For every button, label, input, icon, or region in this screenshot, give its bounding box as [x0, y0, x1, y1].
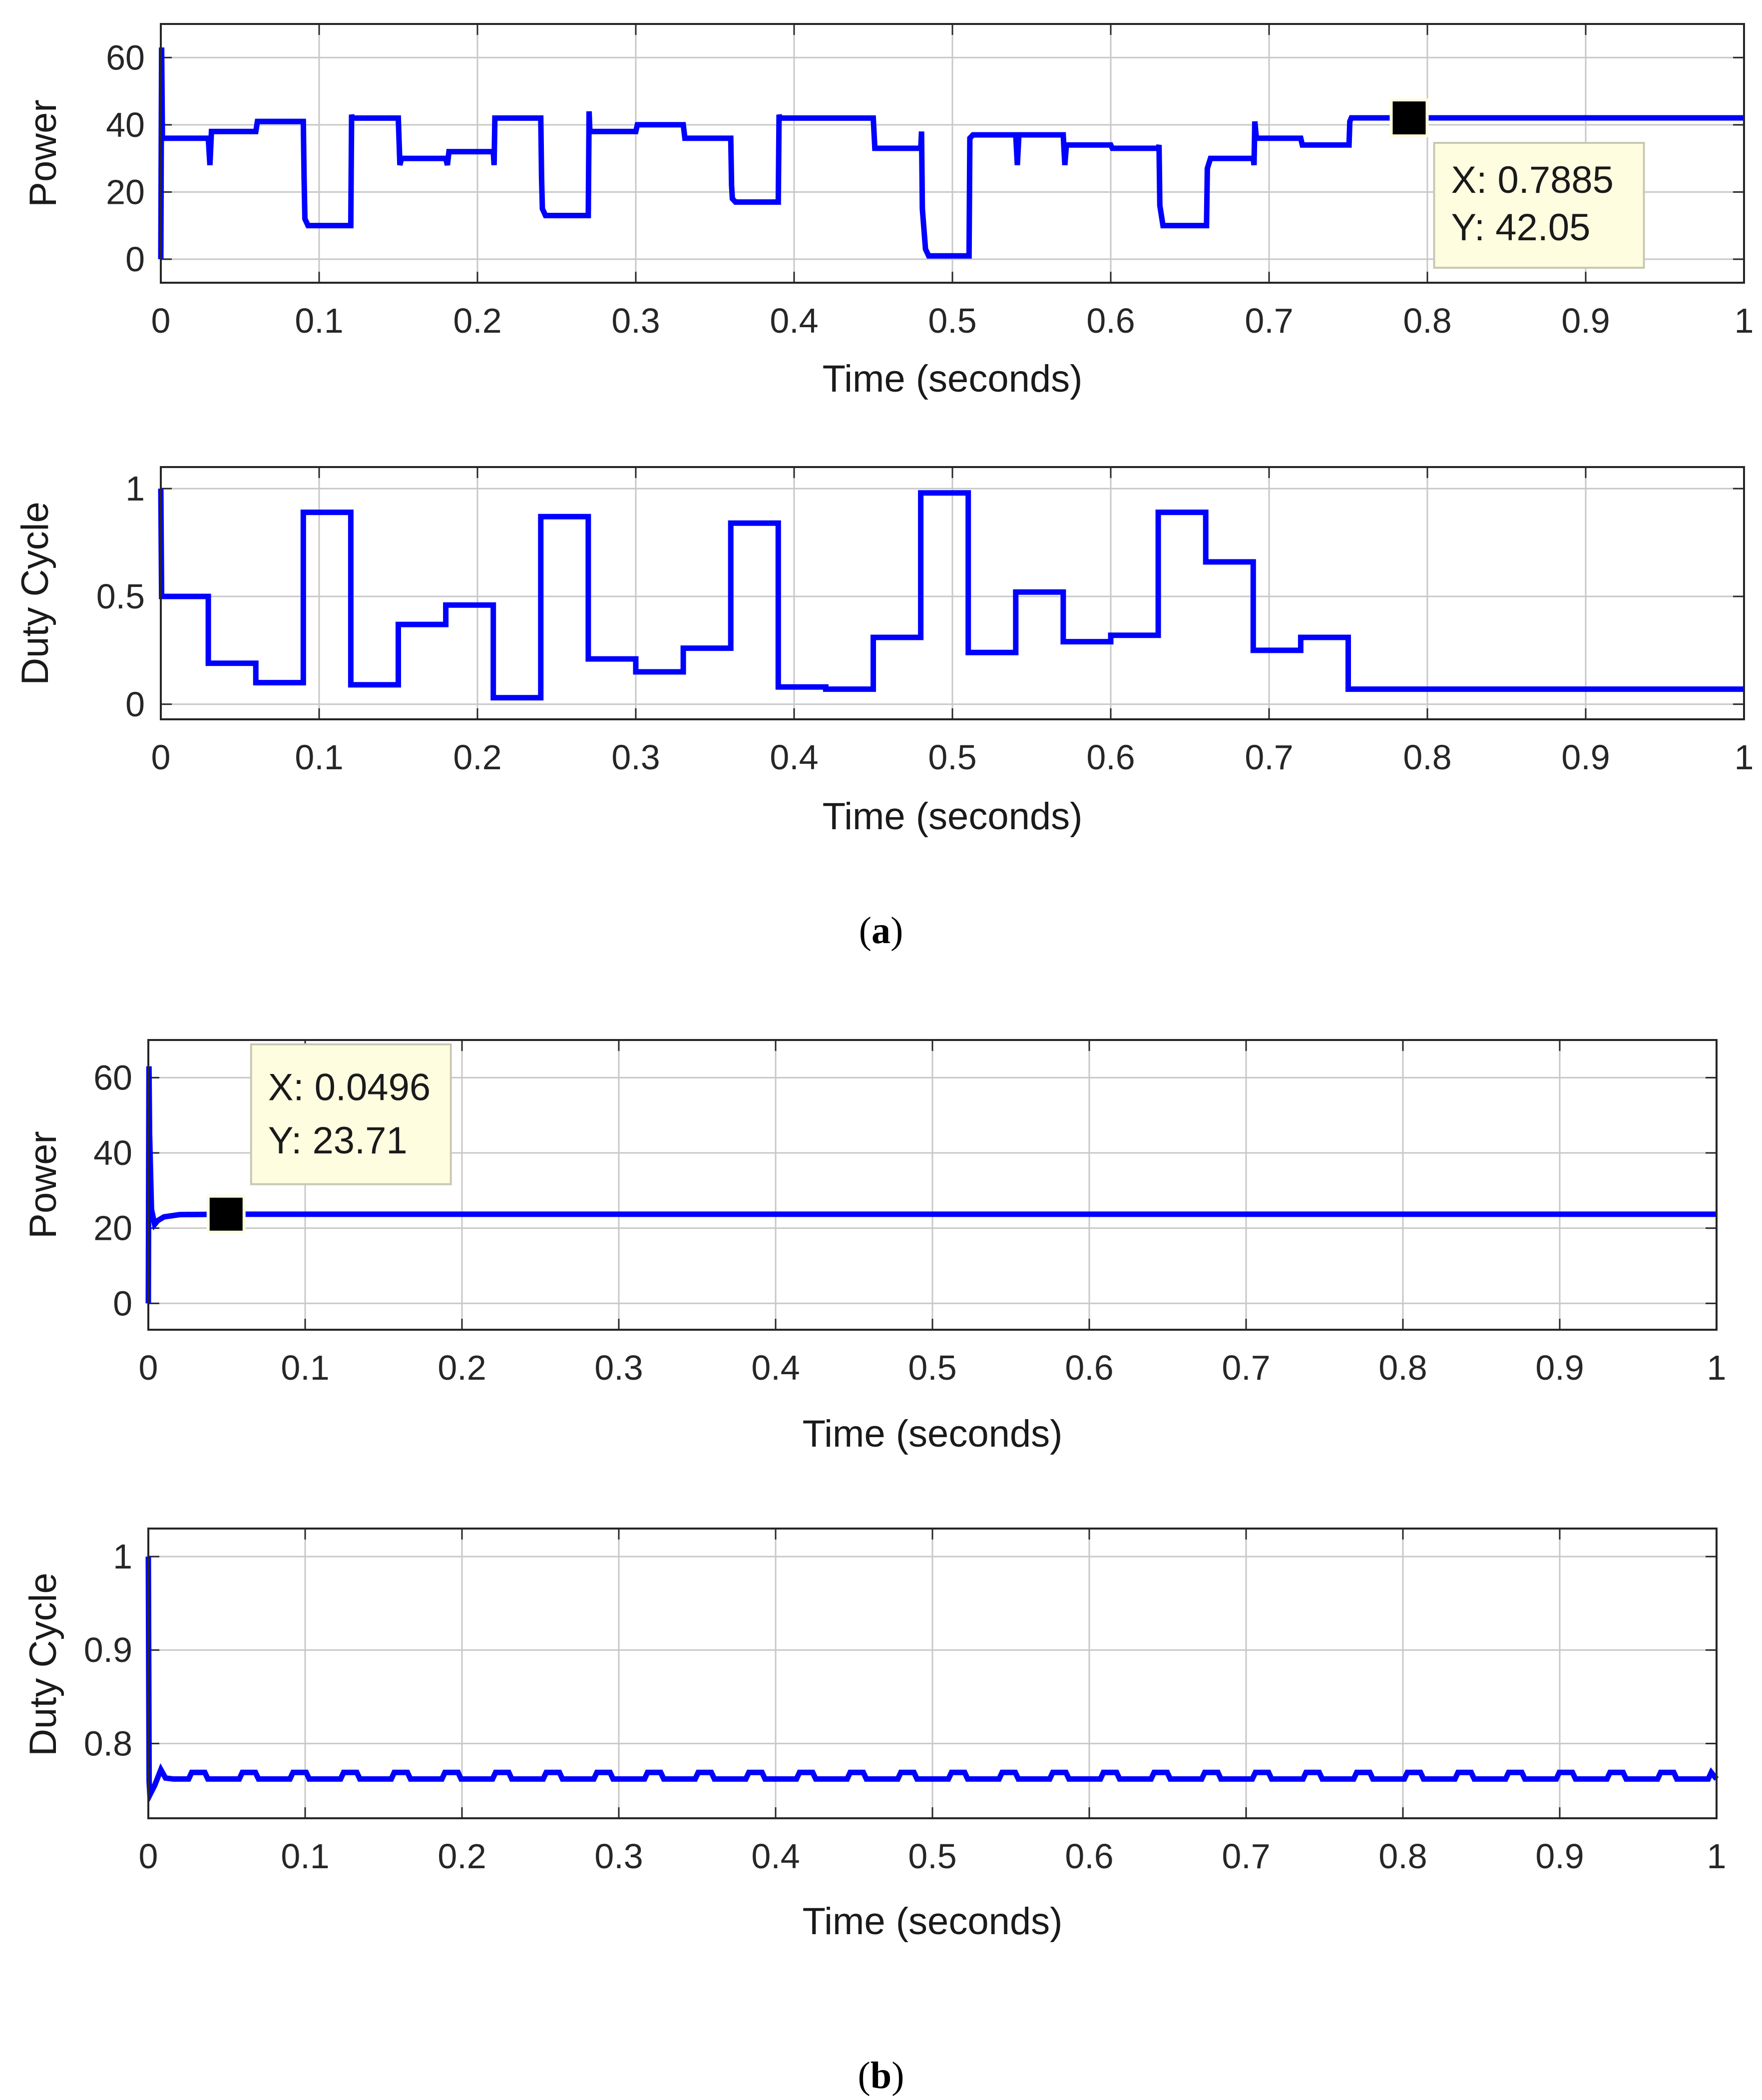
- b-duty-axes-box: [147, 1528, 1718, 1819]
- datatip-x-label: X: 0.0496: [268, 1066, 431, 1109]
- x-tick-label: 0.1: [295, 738, 343, 777]
- y-tick-label: 0.8: [84, 1724, 132, 1763]
- x-tick-label: 1: [1735, 738, 1754, 777]
- x-tick-label: 0.9: [1561, 301, 1610, 340]
- a-power-series-line: [158, 47, 1744, 259]
- x-tick-label: 0.4: [770, 738, 818, 777]
- x-tick-label: 0.4: [770, 301, 818, 340]
- x-tick-label: 0.5: [928, 738, 976, 777]
- ylabel-b-duty: Duty Cycle: [22, 1573, 64, 1756]
- panel-label-a-open: (: [859, 910, 872, 952]
- x-tick-label: 0.5: [928, 301, 976, 340]
- x-tick-label: 0.6: [1065, 1837, 1113, 1876]
- ylabel-a-duty: Duty Cycle: [14, 502, 56, 685]
- plot-b-duty: 0 0.1 0.2 0.3 0.4 0.5 0.6 0.7 0.8 0.9 1 0.8 0.9 1: [84, 1528, 1727, 1876]
- plot-b-power: 0 0.1 0.2 0.3 0.4 0.5 0.6 0.7 0.8 0.9 1 0 20 40 60 X: 0…: [93, 1039, 1727, 1387]
- a-duty-series-line: [158, 489, 1744, 701]
- y-tick-label: 60: [106, 38, 145, 77]
- y-tick-label: 0.9: [84, 1630, 132, 1669]
- datatip-y-label: Y: 23.71: [268, 1119, 408, 1162]
- a-power-axes-box: [160, 23, 1745, 284]
- y-tick-label: 1: [125, 469, 145, 508]
- ylabel-b-power: Power: [22, 1131, 64, 1238]
- x-tick-label: 0: [139, 1837, 158, 1876]
- y-tick-label: 20: [93, 1209, 132, 1248]
- y-tick-label: 0: [125, 685, 145, 724]
- x-tick-label: 0.9: [1535, 1837, 1584, 1876]
- x-tick-label: 0.3: [611, 738, 660, 777]
- b-duty-series-line: [145, 1557, 1719, 1805]
- ylabel-a-power: Power: [22, 99, 64, 207]
- x-tick-label: 0.4: [751, 1348, 800, 1387]
- x-tick-label: 0.8: [1378, 1348, 1427, 1387]
- y-tick-label: 60: [93, 1058, 132, 1097]
- x-tick-label: 0: [151, 301, 171, 340]
- datatip-box[interactable]: [1433, 142, 1645, 269]
- x-tick-label: 0.2: [453, 738, 501, 777]
- x-tick-label: 0.7: [1222, 1837, 1270, 1876]
- xlabel-b-power: Time (seconds): [803, 1413, 1063, 1455]
- y-tick-label: 0: [113, 1284, 132, 1323]
- a-duty-axes-box: [160, 466, 1745, 720]
- x-tick-label: 0.9: [1561, 738, 1610, 777]
- x-tick-label: 0.8: [1378, 1837, 1427, 1876]
- x-tick-label: 0.2: [438, 1348, 486, 1387]
- x-tick-label: 0.1: [281, 1837, 329, 1876]
- x-tick-label: 0.6: [1086, 301, 1135, 340]
- x-tick-label: 1: [1707, 1348, 1727, 1387]
- x-tick-label: 0.7: [1222, 1348, 1270, 1387]
- x-tick-label: 0.5: [908, 1837, 956, 1876]
- x-tick-label: 1: [1735, 301, 1754, 340]
- x-tick-label: 0.2: [438, 1837, 486, 1876]
- x-tick-label: 0.3: [611, 301, 660, 340]
- x-tick-label: 0.4: [751, 1837, 800, 1876]
- xlabel-a-power: Time (seconds): [823, 358, 1083, 400]
- y-tick-label: 40: [93, 1133, 132, 1172]
- x-tick-label: 0.3: [594, 1348, 643, 1387]
- panel-label-a-letter: a: [872, 910, 890, 952]
- x-tick-label: 0.6: [1065, 1348, 1113, 1387]
- x-tick-label: 0: [151, 738, 171, 777]
- panel-label-b: (b): [858, 2055, 904, 2097]
- x-tick-label: 0.7: [1245, 738, 1293, 777]
- datatip-x-label: X: 0.7885: [1451, 159, 1614, 201]
- x-tick-label: 0.3: [594, 1837, 643, 1876]
- xlabel-a-duty: Time (seconds): [823, 795, 1083, 838]
- y-tick-label: 1: [113, 1537, 132, 1576]
- panel-label-b-letter: b: [871, 2055, 891, 2097]
- xlabel-b-duty: Time (seconds): [803, 1900, 1063, 1943]
- datatip-marker[interactable]: [206, 1194, 246, 1234]
- y-tick-label: 0: [125, 240, 145, 279]
- x-tick-label: 0.1: [295, 301, 343, 340]
- datatip-box[interactable]: [250, 1043, 452, 1185]
- b-power-axes-box: [147, 1039, 1718, 1331]
- datatip-marker[interactable]: [1389, 98, 1429, 138]
- x-tick-label: 0.8: [1403, 738, 1451, 777]
- y-tick-label: 40: [106, 105, 145, 144]
- y-tick-label: 0.5: [96, 577, 145, 616]
- x-tick-label: 0.7: [1245, 301, 1293, 340]
- x-tick-label: 1: [1707, 1837, 1727, 1876]
- y-tick-label: 20: [106, 172, 145, 211]
- panel-label-b-close: ): [891, 2055, 904, 2097]
- x-tick-label: 0.8: [1403, 301, 1451, 340]
- datatip-y-label: Y: 42.05: [1451, 206, 1591, 249]
- panel-label-a: (a): [859, 910, 903, 952]
- x-tick-label: 0.5: [908, 1348, 956, 1387]
- x-tick-label: 0.1: [281, 1348, 329, 1387]
- x-tick-label: 0.6: [1086, 738, 1135, 777]
- plot-a-duty: 0 0.1 0.2 0.3 0.4 0.5 0.6 0.7 0.8 0.9 1 0 0.5 1: [96, 466, 1754, 777]
- x-tick-label: 0: [139, 1348, 158, 1387]
- x-tick-label: 0.9: [1535, 1348, 1584, 1387]
- plot-a-power: 0 0.1 0.2 0.3 0.4 0.5 0.6 0.7 0.8 0.9 1 0 20 40 60 X: 0…: [106, 23, 1754, 340]
- x-tick-label: 0.2: [453, 301, 501, 340]
- panel-label-a-close: ): [890, 910, 903, 952]
- panel-label-b-open: (: [858, 2055, 871, 2097]
